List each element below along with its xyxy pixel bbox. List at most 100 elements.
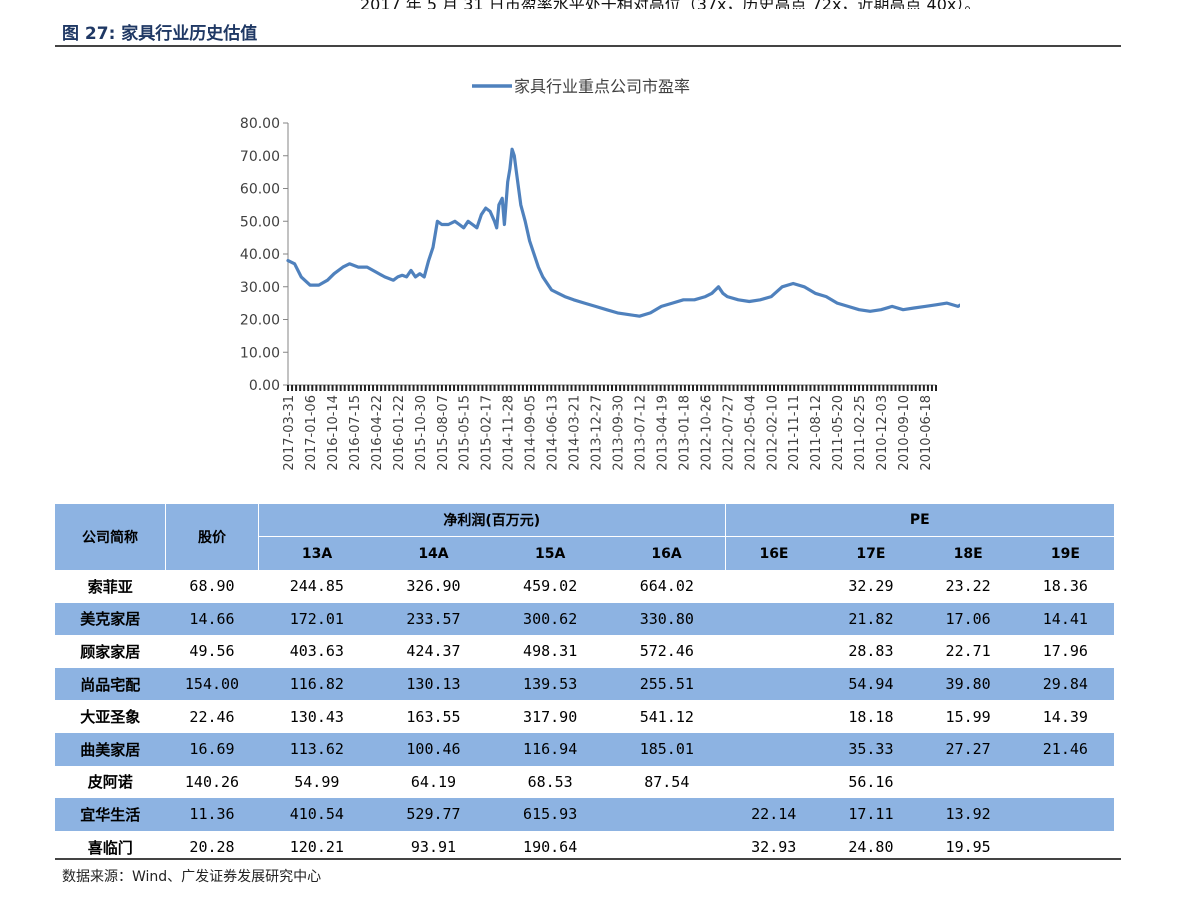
profit-cell: 330.80 — [608, 602, 726, 636]
profit-cell: 116.82 — [258, 667, 376, 701]
profit-cell: 120.21 — [289, 838, 344, 857]
chart-legend: 家具行业重点公司市盈率 — [472, 77, 690, 96]
price-cell: 140.26 — [184, 772, 240, 791]
pe-cell: 19.95 — [945, 838, 991, 857]
figure-title: 图 27: 家具行业历史估值 — [62, 24, 258, 44]
profit-cell: 130.43 — [289, 707, 344, 726]
profit-cell: 572.46 — [639, 642, 694, 661]
profit-cell: 130.13 — [375, 667, 492, 701]
table-row: 皮阿诺 140.26 54.99 64.19 68.53 87.54 56.16 — [55, 766, 1114, 799]
x-tick-label: 2012-02-10 — [765, 395, 780, 471]
company-name: 曲美家居 — [55, 732, 166, 766]
valuation-table: 公司简称 股价 净利润(百万元) PE 13A 14A 15A 16A 16E 17E 18… — [55, 504, 1114, 863]
year-header: 17E — [822, 536, 920, 570]
profit-cell: 498.31 — [523, 642, 578, 661]
x-tick-label: 2014-03-21 — [568, 395, 583, 471]
plot-area — [286, 147, 960, 318]
profit-cell: 139.53 — [491, 667, 609, 701]
pe-cell: 22.71 — [945, 642, 991, 661]
profit-cell — [608, 798, 726, 831]
x-tick-label: 2012-07-27 — [721, 395, 736, 471]
table-row: 喜临门 20.28 120.21 93.91 190.64 32.93 24.80 19.95 — [55, 831, 1114, 864]
x-tick-label: 2015-05-15 — [458, 395, 473, 471]
x-tick-label: 2013-07-12 — [633, 395, 648, 471]
profit-cell: 116.94 — [491, 732, 609, 766]
pe-cell: 18.18 — [848, 707, 894, 726]
y-tick-label: 60.00 — [240, 182, 280, 198]
profit-cell: 300.62 — [491, 602, 609, 636]
pe-cell — [725, 570, 822, 603]
x-tick-label: 2010-09-10 — [897, 395, 912, 471]
y-tick-label: 0.00 — [249, 378, 280, 394]
company-name: 喜临门 — [87, 838, 133, 857]
x-tick-label: 2015-02-17 — [480, 395, 495, 471]
x-tick-label: 2016-10-14 — [326, 395, 341, 471]
pe-cell: 27.27 — [919, 732, 1017, 766]
profit-cell: 100.46 — [375, 732, 492, 766]
profit-cell: 68.53 — [527, 772, 573, 791]
x-tick-label: 2014-09-05 — [524, 395, 539, 471]
profit-cell: 93.91 — [410, 838, 457, 857]
pe-cell — [1016, 798, 1114, 831]
profit-cell: 326.90 — [406, 577, 461, 596]
y-tick-label: 70.00 — [240, 149, 280, 165]
profit-cell: 54.99 — [294, 772, 340, 791]
pe-cell — [920, 766, 1017, 799]
x-tick-label: 2014-06-13 — [546, 395, 561, 471]
pe-cell: 22.14 — [725, 798, 823, 831]
pe-cell — [725, 766, 822, 799]
table-row: 宜华生活 11.36 410.54 529.77 615.93 22.14 17.11 13.… — [55, 798, 1114, 831]
pe-cell: 23.22 — [945, 577, 991, 596]
pe-cell — [725, 635, 822, 668]
profit-cell: 615.93 — [491, 798, 609, 831]
pe-cell — [725, 700, 822, 733]
y-tick-label: 50.00 — [240, 214, 280, 230]
price-cell: 154.00 — [165, 667, 259, 701]
pe-cell: 14.41 — [1016, 602, 1114, 636]
price-cell: 22.46 — [189, 707, 235, 726]
x-tick-label: 2017-03-31 — [282, 395, 297, 471]
y-tick-label: 80.00 — [240, 116, 280, 132]
x-tick-label: 2016-07-15 — [348, 395, 363, 471]
x-tick-label: 2015-10-30 — [414, 395, 429, 471]
table-row: 尚品宅配 154.00 116.82 130.13 139.53 255.51 54.94 3… — [55, 667, 1114, 701]
pe-cell — [725, 667, 823, 701]
table-row: 大亚圣象 22.46 130.43 163.55 317.90 541.12 18.18 15… — [55, 700, 1114, 733]
profit-cell: 163.55 — [406, 707, 461, 726]
profit-cell: 541.12 — [639, 707, 694, 726]
y-tick-label: 30.00 — [240, 280, 280, 296]
profit-cell: 424.37 — [406, 642, 461, 661]
header-price: 股价 — [165, 504, 259, 570]
header-company: 公司简称 — [55, 504, 166, 570]
price-cell: 14.66 — [165, 602, 259, 636]
pe-cell: 28.83 — [848, 642, 894, 661]
price-cell: 49.56 — [189, 642, 235, 661]
table-row: 美克家居 14.66 172.01 233.57 300.62 330.80 21.82 17… — [55, 602, 1114, 636]
table-row: 索菲亚 68.90 244.85 326.90 459.02 664.02 32.29 23.… — [55, 570, 1114, 603]
pe-cell: 17.06 — [919, 602, 1017, 636]
pe-cell: 13.92 — [919, 798, 1017, 831]
pe-cell: 24.80 — [848, 838, 894, 857]
company-name: 顾家家居 — [80, 642, 141, 661]
top-rule — [55, 45, 1121, 47]
x-tick-label: 2014-11-28 — [502, 395, 517, 471]
x-tick-label: 2016-01-22 — [392, 395, 407, 471]
pe-line-chart: 家具行业重点公司市盈率 0.00 10.00 20.00 30.00 40.00 50.0… — [240, 77, 960, 471]
profit-cell: 459.02 — [523, 577, 578, 596]
pe-cell — [725, 602, 823, 636]
pe-cell: 32.29 — [848, 577, 894, 596]
profit-cell: 529.77 — [375, 798, 492, 831]
series-line — [286, 147, 960, 318]
x-tick-label: 2012-05-04 — [743, 395, 758, 471]
table-row: 顾家家居 49.56 403.63 424.37 498.31 572.46 28.83 22… — [55, 635, 1114, 668]
profit-cell: 233.57 — [375, 602, 492, 636]
profit-cell: 410.54 — [258, 798, 376, 831]
profit-cell: 244.85 — [289, 577, 344, 596]
year-header: 18E — [919, 536, 1017, 570]
x-tick-label: 2011-11-11 — [787, 395, 802, 471]
x-tick-label: 2010-12-03 — [875, 395, 890, 471]
x-tick-label: 2013-04-19 — [655, 395, 670, 471]
pe-cell: 14.39 — [1042, 707, 1088, 726]
x-tick-label: 2013-12-27 — [590, 395, 605, 471]
legend-label: 家具行业重点公司市盈率 — [514, 77, 690, 96]
